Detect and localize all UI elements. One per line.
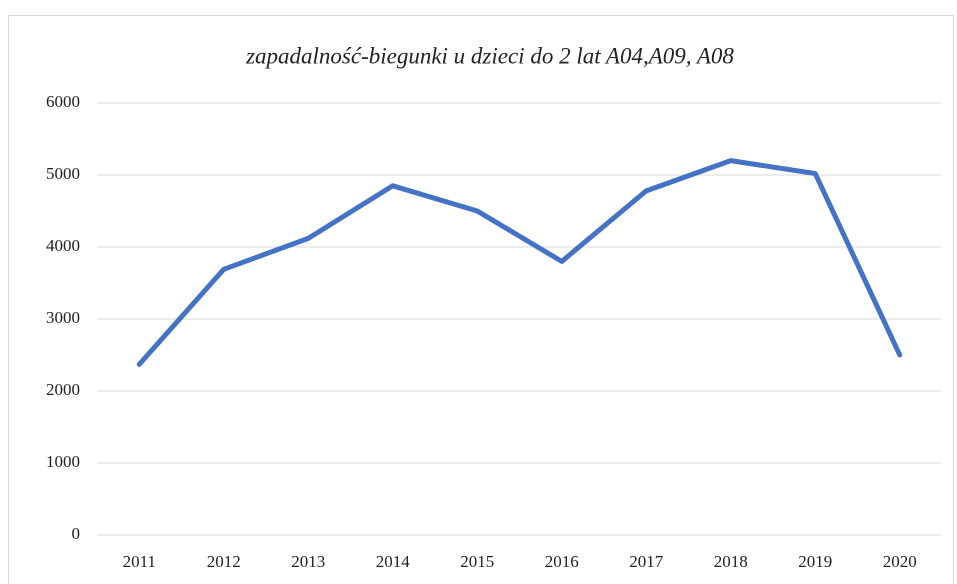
x-tick-label: 2018 <box>714 552 748 571</box>
chart-border <box>8 15 954 584</box>
y-tick-label: 6000 <box>46 92 80 111</box>
x-tick-label: 2012 <box>207 552 241 571</box>
y-tick-label: 1000 <box>46 452 80 471</box>
y-tick-label: 0 <box>72 524 81 543</box>
y-tick-label: 4000 <box>46 236 80 255</box>
x-tick-label: 2016 <box>545 552 579 571</box>
x-tick-label: 2017 <box>629 552 664 571</box>
y-tick-label: 2000 <box>46 380 80 399</box>
x-tick-label: 2019 <box>798 552 832 571</box>
y-tick-label: 3000 <box>46 308 80 327</box>
x-tick-label: 2014 <box>376 552 411 571</box>
chart-title: zapadalność-biegunki u dzieci do 2 lat A… <box>245 43 734 68</box>
y-tick-label: 5000 <box>46 164 80 183</box>
x-tick-label: 2015 <box>460 552 494 571</box>
x-tick-label: 2020 <box>883 552 917 571</box>
x-tick-label: 2013 <box>291 552 325 571</box>
x-tick-label: 2011 <box>123 552 156 571</box>
data-line <box>136 158 903 367</box>
